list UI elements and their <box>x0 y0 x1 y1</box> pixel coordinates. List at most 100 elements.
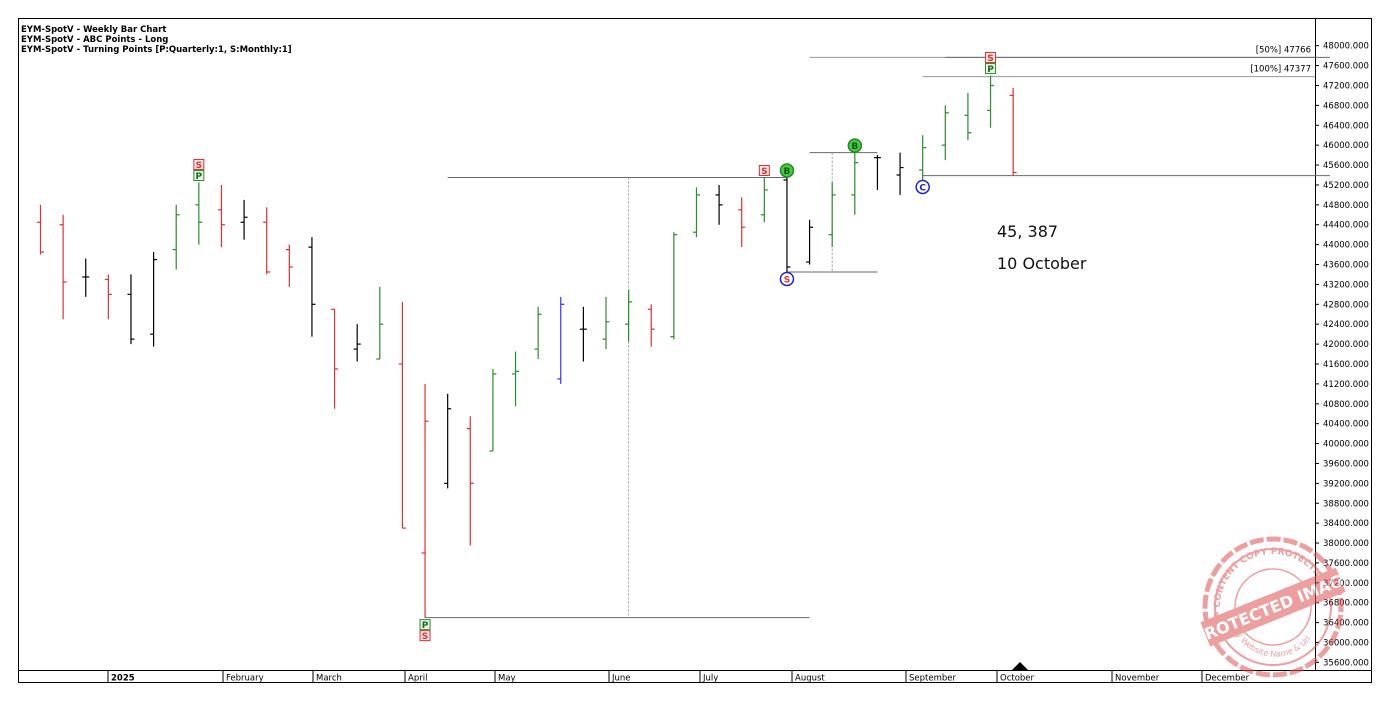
x-axis-tick-label: March <box>316 674 342 684</box>
ohlc-bar <box>489 368 497 452</box>
ohlc-bar <box>37 204 44 255</box>
plot-area-border <box>18 18 1316 671</box>
y-axis-tick-label: 36800.000 <box>1323 599 1369 609</box>
ohlc-bar <box>444 393 452 489</box>
ohlc-bar <box>104 274 112 320</box>
x-axis-tick-label: July <box>702 674 718 684</box>
projection-level-label: [100%] 47377 <box>1250 65 1311 75</box>
turning-point-marker: P <box>193 169 205 182</box>
y-axis-tick-label: 47600.000 <box>1323 62 1369 72</box>
ohlc-bar <box>59 214 67 320</box>
ohlc-bar <box>421 383 429 618</box>
x-axis-tick-label: September <box>909 674 956 684</box>
annotation-date: 10 October <box>997 254 1087 273</box>
turning-point-label: S <box>784 275 790 285</box>
y-axis-tick-label: 44800.000 <box>1323 201 1369 211</box>
ohlc-bar <box>398 301 406 529</box>
ohlc-bar <box>738 197 746 248</box>
ohlc-bar <box>331 308 339 409</box>
turning-point-marker: S <box>193 158 205 171</box>
turning-point-label: S <box>987 54 993 64</box>
turning-point-label: S <box>196 161 202 171</box>
abc-point-label: C <box>919 183 926 193</box>
ohlc-bar <box>195 182 203 245</box>
x-axis-tick-label: April <box>408 674 427 684</box>
abc-point-marker: B <box>779 163 795 178</box>
turning-point-label: P <box>987 65 994 75</box>
turning-point-box <box>419 630 431 642</box>
ohlc-bar <box>760 177 768 223</box>
x-axis-tick-label: August <box>795 674 825 684</box>
projection-level-label: [50%] 47766 <box>1256 45 1311 55</box>
abc-point-label: B <box>784 167 791 177</box>
turning-point-marker: S <box>985 52 997 64</box>
ohlc-bar <box>941 105 949 161</box>
y-axis-tick-label: 42400.000 <box>1323 320 1369 330</box>
y-axis-tick-label: 43600.000 <box>1323 261 1369 271</box>
annotation-price: 45, 387 <box>997 222 1059 241</box>
turning-point-marker: P <box>985 63 997 75</box>
y-axis-tick-label: 45200.000 <box>1323 181 1369 191</box>
x-axis-tick-label: 2025 <box>111 674 135 684</box>
turning-point-box <box>985 63 997 75</box>
y-axis-tick-label: 39200.000 <box>1323 479 1369 489</box>
x-axis-border <box>18 670 1372 683</box>
abc-point-circle <box>847 138 863 153</box>
y-axis-tick-label: 48000.000 <box>1323 42 1369 52</box>
legend-line-2: EYM-SpotV - ABC Points - Long <box>21 35 169 45</box>
ohlc-bar <box>964 92 972 141</box>
abc-point-circle <box>915 179 930 195</box>
ohlc-bar <box>263 207 271 275</box>
ohlc-bar <box>1009 87 1017 176</box>
turning-point-marker: S <box>779 271 795 287</box>
y-axis-tick-label: 38800.000 <box>1323 499 1369 509</box>
abc-point-marker: C <box>915 179 930 195</box>
ohlc-bar <box>873 155 881 190</box>
y-axis-tick-label: 38400.000 <box>1323 519 1369 529</box>
y-axis-tick-label: 46400.000 <box>1323 121 1369 131</box>
abc-point-circle <box>779 163 795 178</box>
ohlc-bar <box>919 135 927 180</box>
ohlc-bar <box>240 199 248 240</box>
y-axis-tick-label: 40800.000 <box>1323 400 1369 410</box>
ohlc-bar <box>534 306 542 360</box>
ohlc-bar <box>715 184 723 225</box>
y-axis-tick-label: 42000.000 <box>1323 340 1369 350</box>
turning-point-box <box>985 52 997 64</box>
y-axis-tick-label: 47200.000 <box>1323 81 1369 91</box>
turning-point-marker: S <box>419 630 431 642</box>
ohlc-bar <box>308 237 316 337</box>
ohlc-bar <box>353 324 361 362</box>
x-axis-tick-label: May <box>498 674 516 684</box>
turning-point-label: S <box>761 167 767 177</box>
ohlc-bar <box>285 244 293 287</box>
x-axis-tick-label: November <box>1115 674 1160 684</box>
ohlc-bar <box>557 296 565 384</box>
y-axis-tick-label: 39600.000 <box>1323 459 1369 469</box>
ohlc-bar <box>150 252 158 347</box>
turning-point-box <box>758 164 770 176</box>
ohlc-bar <box>82 258 90 297</box>
abc-point-label: B <box>851 142 858 152</box>
ohlc-bar <box>602 296 610 350</box>
ohlc-bar <box>376 286 384 360</box>
ohlc-bar <box>466 416 474 546</box>
y-axis-tick-label: 37600.000 <box>1323 559 1369 569</box>
y-axis-tick-label: 40000.000 <box>1323 440 1369 450</box>
ohlc-bar <box>692 187 700 238</box>
ohlc-bar <box>896 152 904 195</box>
y-axis-tick-label: 36400.000 <box>1323 619 1369 629</box>
ohlc-bar <box>172 204 180 270</box>
y-axis-tick-label: 44400.000 <box>1323 221 1369 231</box>
x-axis-tick-label: June <box>611 674 631 684</box>
y-axis-tick-label: 36000.000 <box>1323 639 1369 649</box>
x-axis-tick-label: October <box>1000 674 1035 684</box>
y-axis-tick-label: 41600.000 <box>1323 360 1369 370</box>
y-axis-tick-label: 35600.000 <box>1323 658 1369 668</box>
turning-point-label: S <box>422 632 428 642</box>
turning-point-label: P <box>422 621 429 631</box>
ohlc-bar <box>670 232 678 340</box>
y-axis-tick-label: 38000.000 <box>1323 539 1369 549</box>
y-axis-tick-label: 44000.000 <box>1323 241 1369 251</box>
